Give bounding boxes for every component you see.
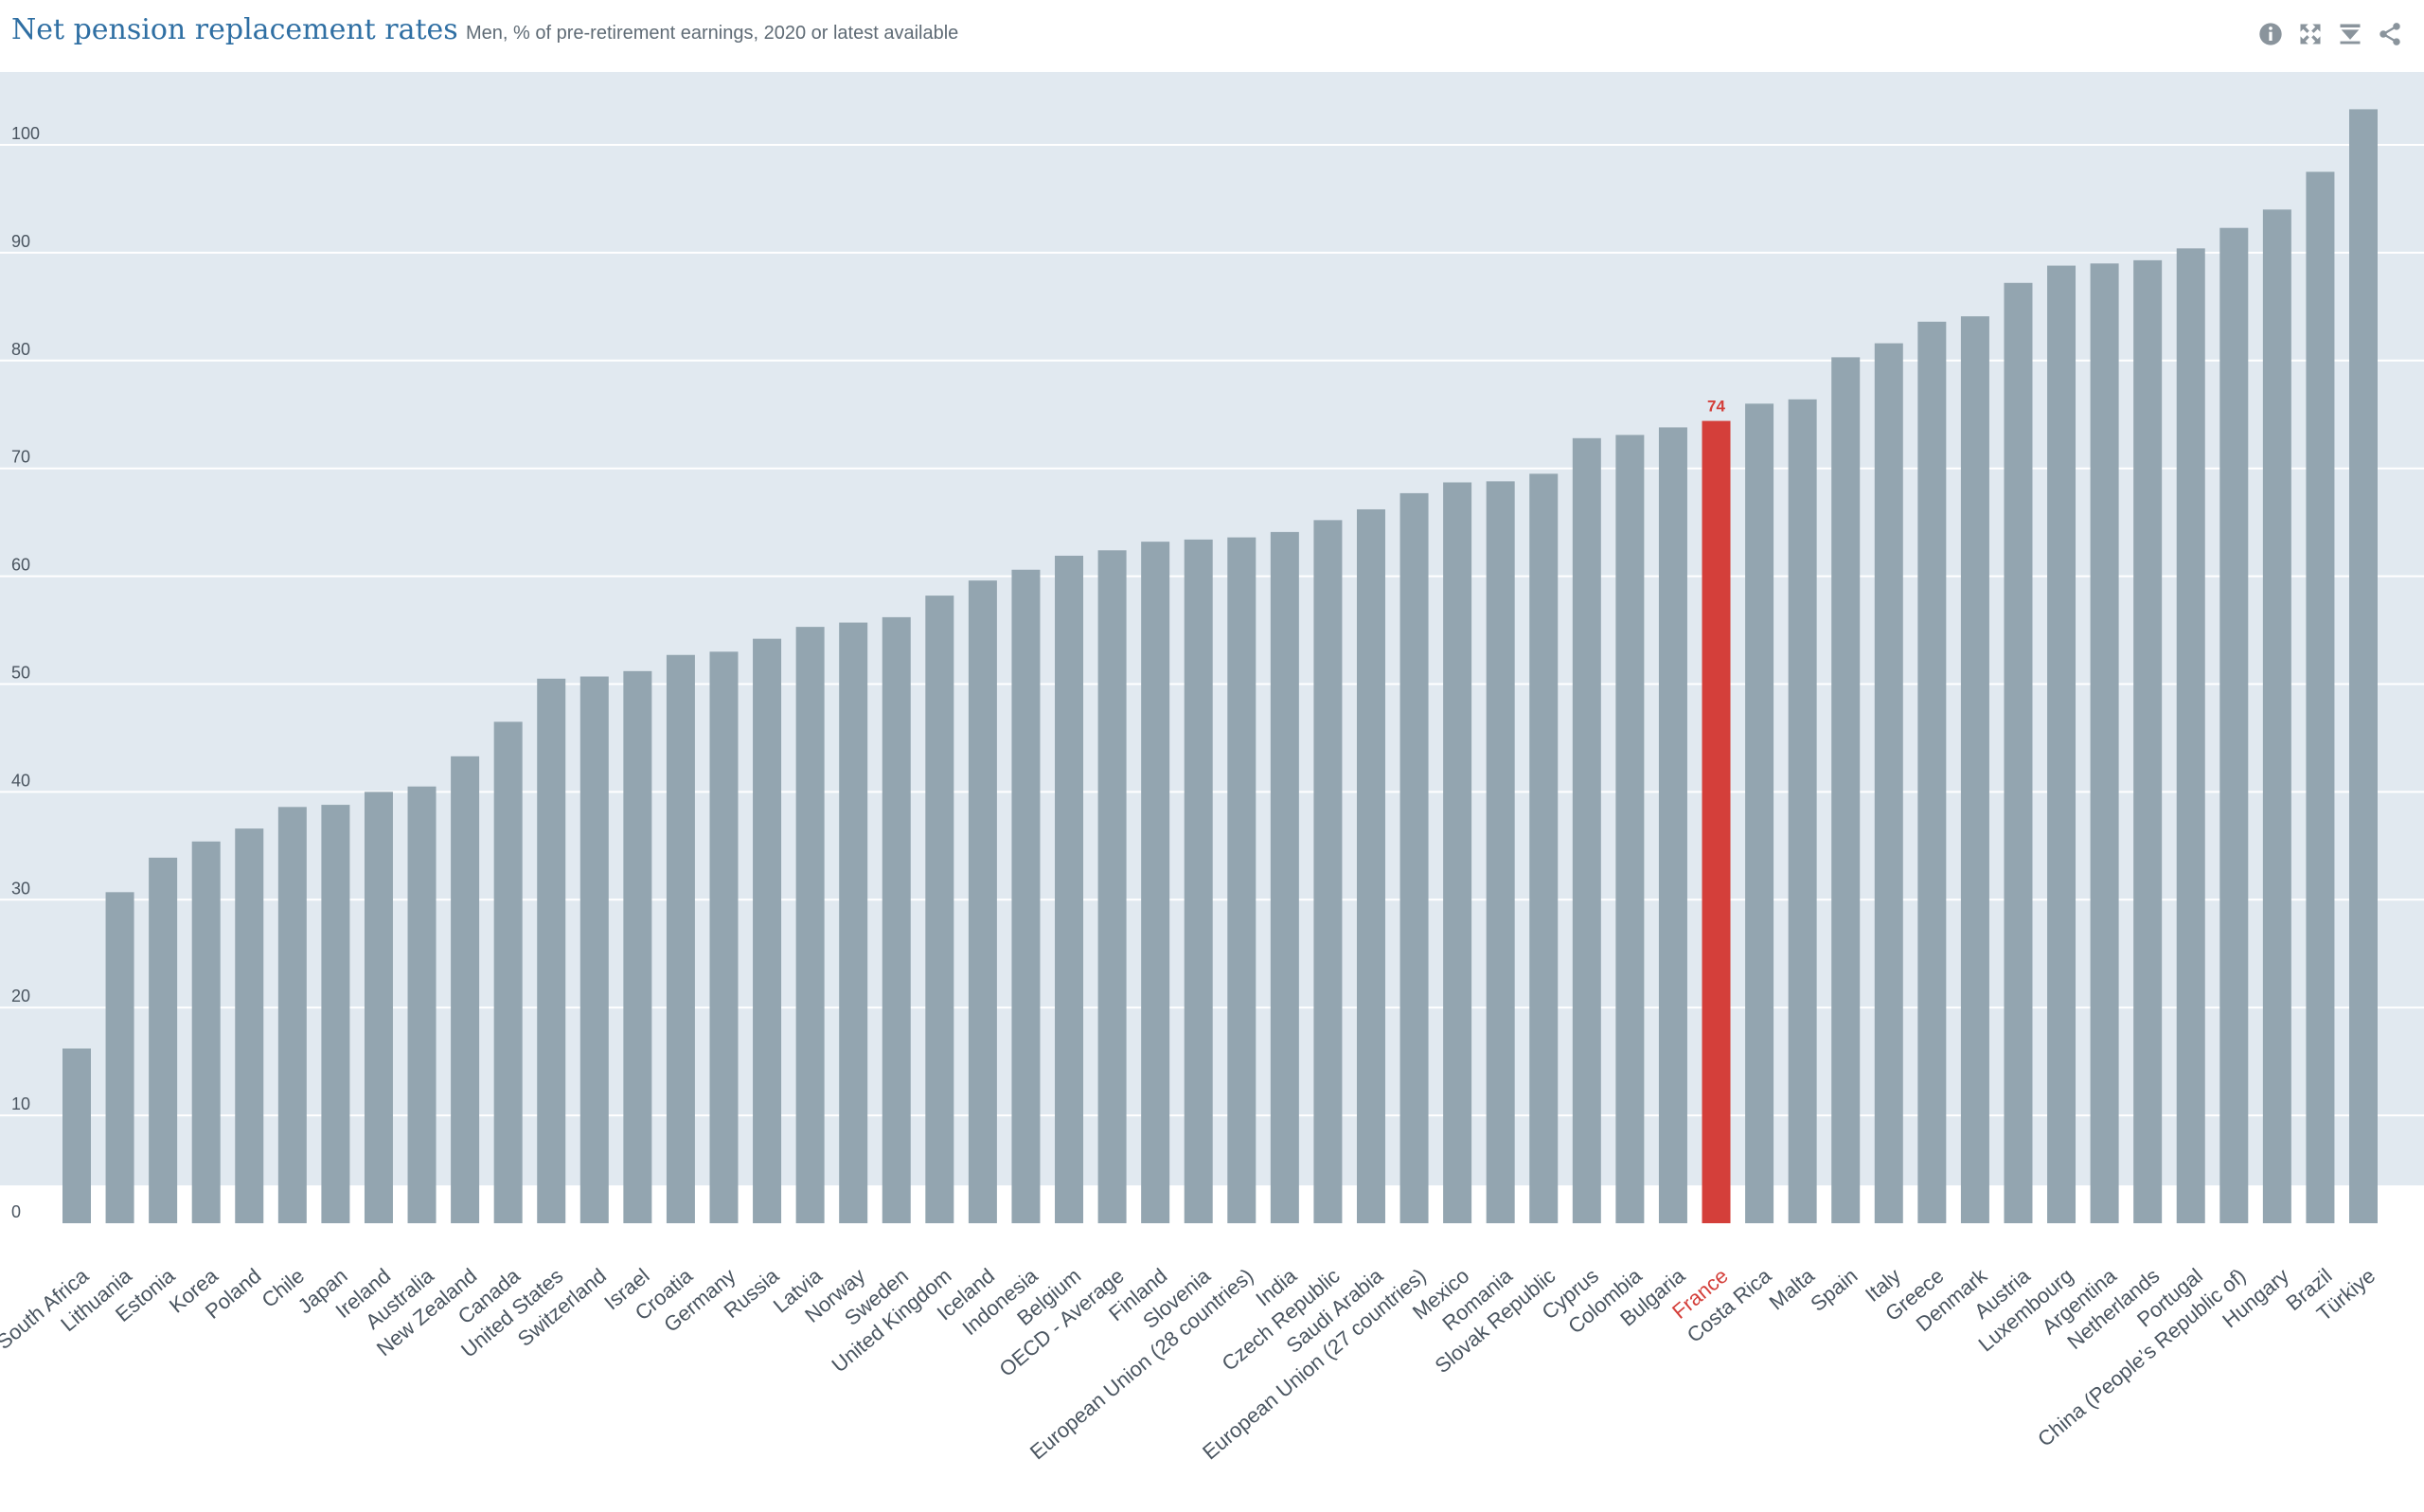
bar[interactable] [235, 828, 264, 1223]
chart-header: Net pension replacement rates Men, % of … [0, 0, 2424, 72]
bar[interactable] [1529, 473, 1559, 1223]
bar[interactable] [1443, 482, 1472, 1224]
y-tick-label: 60 [11, 556, 30, 575]
fullscreen-icon [2300, 24, 2321, 44]
bar-chart: 0 10 20 30 40 50 60 70 80 90 100 74 South AfricaLi… [0, 72, 2424, 1464]
bar[interactable] [753, 638, 782, 1223]
bar[interactable] [1615, 435, 1645, 1223]
chart-subtitle: Men, % of pre-retirement earnings, 2020 … [466, 23, 959, 44]
bar[interactable] [2306, 171, 2335, 1224]
bar[interactable] [1313, 520, 1343, 1223]
bar[interactable] [1055, 555, 1084, 1223]
y-tick-label: 20 [11, 987, 30, 1005]
bar[interactable] [1356, 508, 1385, 1223]
bar[interactable] [1572, 437, 1601, 1224]
y-axis-ticks: 0 10 20 30 40 50 60 70 80 90 100 [11, 124, 40, 1221]
bar[interactable] [2219, 227, 2249, 1223]
y-tick-label: 40 [11, 771, 30, 790]
bar[interactable] [839, 622, 868, 1223]
bar[interactable] [1831, 357, 1861, 1223]
y-tick-label: 50 [11, 664, 30, 683]
y-tick-label: 0 [11, 1202, 21, 1221]
y-tick-label: 80 [11, 340, 30, 359]
bar[interactable] [149, 857, 178, 1223]
bar[interactable] [2047, 265, 2076, 1223]
y-tick-label: 70 [11, 448, 30, 467]
y-tick-label: 100 [11, 124, 40, 143]
fullscreen-button[interactable] [2295, 19, 2326, 49]
info-icon [2259, 23, 2282, 45]
bar[interactable] [1917, 321, 1947, 1223]
bar[interactable] [623, 670, 652, 1223]
bar[interactable] [925, 596, 954, 1223]
bar[interactable] [1270, 531, 1299, 1223]
bar[interactable] [62, 1048, 91, 1223]
bar[interactable] [1874, 343, 1903, 1223]
bar[interactable] [321, 805, 350, 1223]
info-button[interactable] [2255, 19, 2286, 49]
download-icon [2340, 24, 2361, 44]
bar[interactable] [1227, 537, 1257, 1223]
download-button[interactable] [2335, 19, 2365, 49]
y-tick-label: 30 [11, 879, 30, 898]
y-tick-label: 90 [11, 232, 30, 251]
share-button[interactable] [2375, 19, 2405, 49]
bar[interactable] [2090, 263, 2119, 1223]
bar[interactable] [364, 792, 393, 1223]
x-tick-label: Spain [1806, 1264, 1862, 1316]
bar[interactable] [407, 786, 437, 1223]
bar[interactable] [1399, 492, 1429, 1223]
bar[interactable] [882, 616, 911, 1223]
x-tick-label: Malta [1765, 1263, 1820, 1314]
bar[interactable] [105, 892, 134, 1223]
bar[interactable] [1788, 399, 1817, 1224]
y-tick-label: 10 [11, 1094, 30, 1113]
bar[interactable] [493, 721, 523, 1223]
bar[interactable] [1486, 481, 1515, 1223]
bars: 74 [62, 109, 2378, 1224]
bar[interactable] [2004, 282, 2033, 1223]
bar[interactable] [579, 676, 609, 1223]
bar[interactable] [2262, 209, 2291, 1224]
bar[interactable] [2176, 248, 2205, 1223]
bar[interactable] [451, 756, 480, 1223]
bar[interactable] [1745, 403, 1774, 1223]
share-icon [2379, 23, 2400, 45]
bar[interactable] [1184, 539, 1213, 1223]
bar[interactable] [2133, 259, 2163, 1223]
chart-title: Net pension replacement rates [11, 13, 458, 46]
bar[interactable] [537, 678, 566, 1223]
chart-toolbar [2255, 19, 2405, 49]
bar[interactable] [1702, 420, 1731, 1224]
bar[interactable] [1097, 550, 1127, 1223]
bar[interactable] [1658, 427, 1687, 1224]
bar[interactable] [1960, 316, 1989, 1223]
bar[interactable] [2349, 109, 2378, 1224]
bar[interactable] [191, 841, 221, 1223]
bar-value-label: 74 [1707, 398, 1725, 416]
bar[interactable] [277, 807, 307, 1223]
bar[interactable] [968, 580, 997, 1223]
bar[interactable] [1011, 569, 1041, 1223]
bar[interactable] [1141, 542, 1170, 1223]
x-axis-labels: South AfricaLithuaniaEstoniaKoreaPolandC… [0, 1263, 2379, 1464]
bar[interactable] [709, 651, 739, 1223]
bar[interactable] [666, 654, 695, 1223]
bar[interactable] [795, 627, 825, 1223]
